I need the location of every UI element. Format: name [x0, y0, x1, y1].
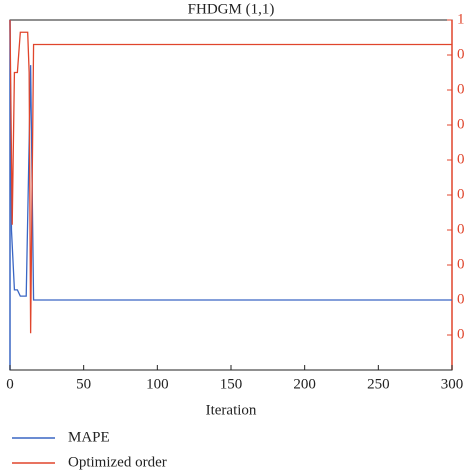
chart-title: FHDGM (1,1): [188, 1, 275, 17]
series-line: [9, 19, 452, 334]
y2-tick-label: 0: [457, 186, 465, 202]
y2-tick-label: 0: [457, 291, 465, 307]
x-tick-label: 50: [76, 376, 91, 392]
plot-frame: [9, 19, 453, 371]
legend-label: Optimized order: [68, 454, 167, 470]
y2-tick-label: 1: [457, 11, 465, 27]
series-line: [9, 19, 452, 301]
y2-tick-label: 0: [457, 81, 465, 97]
y2-tick-label: 0: [457, 256, 465, 272]
x-tick-label: 200: [293, 376, 316, 392]
y2-tick-label: 0: [457, 116, 465, 132]
x-tick-label: 300: [441, 376, 464, 392]
y2-tick-label: 0: [457, 151, 465, 167]
y2-tick-label: 0: [457, 46, 465, 62]
y2-tick-label: 0: [457, 221, 465, 237]
legend-label: MAPE: [68, 429, 110, 445]
y2-tick-label: 0: [457, 326, 465, 342]
x-tick-label: 150: [220, 376, 243, 392]
x-tick-label: 250: [367, 376, 390, 392]
x-tick-label: 0: [6, 376, 14, 392]
x-axis-label: Iteration: [206, 402, 257, 418]
x-tick-label: 100: [146, 376, 169, 392]
